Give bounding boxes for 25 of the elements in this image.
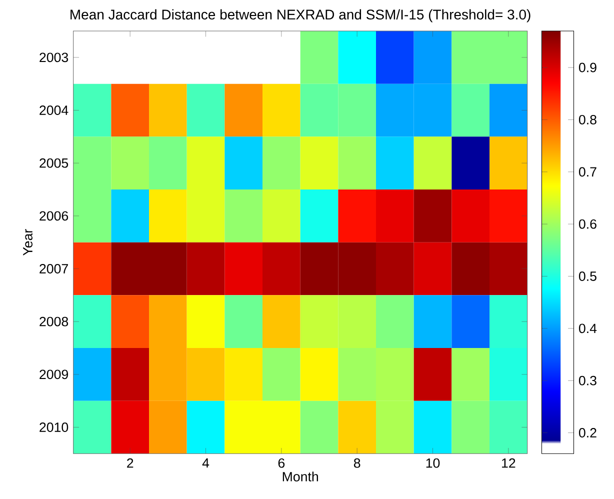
color-bar-label: 0.6 bbox=[578, 219, 596, 229]
y-axis-title: Year bbox=[23, 229, 32, 256]
x-tick-label: 10 bbox=[426, 458, 440, 468]
y-tick-label: 2003 bbox=[40, 52, 68, 62]
color-bar-label: 0.7 bbox=[578, 167, 596, 177]
x-tick-label: 6 bbox=[278, 458, 285, 468]
color-bar-label: 0.3 bbox=[578, 376, 596, 386]
color-bar-label: 0.9 bbox=[578, 62, 596, 72]
color-bar-label: 0.2 bbox=[578, 428, 596, 438]
y-tick-label: 2010 bbox=[40, 422, 68, 432]
y-tick-label: 2006 bbox=[40, 211, 68, 221]
x-tick-label: 4 bbox=[202, 458, 210, 468]
y-tick-label: 2008 bbox=[40, 316, 68, 326]
y-tick-label: 2004 bbox=[40, 106, 68, 115]
x-tick-label: 8 bbox=[354, 458, 360, 468]
y-tick-label: 2005 bbox=[40, 158, 68, 168]
x-axis-title: Month bbox=[282, 472, 318, 482]
y-tick-label: 2007 bbox=[40, 264, 68, 274]
chart-title: Mean Jaccard Distance between NEXRAD and SSM/I-15 (Threshold= 3.0) bbox=[70, 9, 530, 22]
color-bar-label: 0.8 bbox=[578, 114, 596, 124]
color-bar-label: 0.4 bbox=[578, 324, 597, 334]
x-tick-label: 12 bbox=[502, 458, 516, 468]
x-tick-label: 2 bbox=[127, 458, 134, 468]
y-tick-label: 2009 bbox=[40, 370, 68, 380]
color-bar-label: 0.5 bbox=[578, 272, 596, 281]
